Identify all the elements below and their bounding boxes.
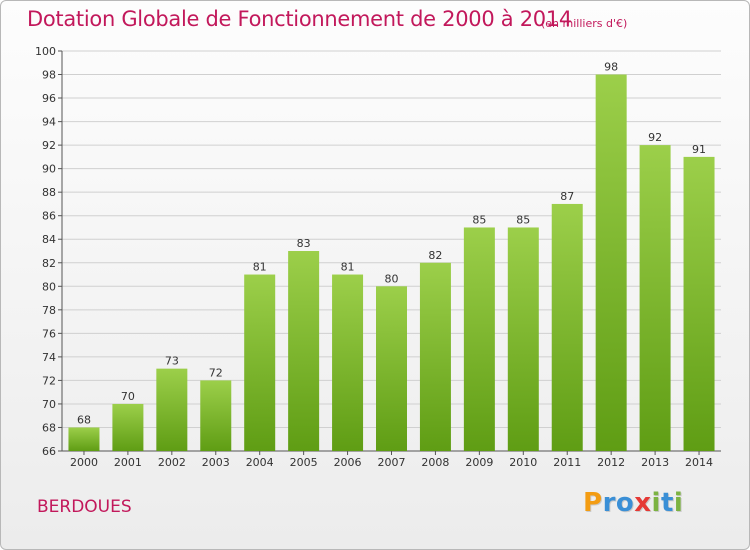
bar-2012	[595, 74, 627, 451]
bars	[68, 74, 715, 451]
bar-2006	[332, 274, 364, 451]
data-label: 70	[121, 390, 135, 403]
y-tick-label: 94	[42, 116, 56, 129]
y-tick-label: 96	[42, 92, 56, 105]
y-tick-label: 68	[42, 421, 56, 434]
x-tick-label: 2007	[378, 456, 406, 469]
x-tick-label: 2014	[685, 456, 713, 469]
bar-2008	[419, 262, 451, 451]
y-tick-label: 84	[42, 233, 56, 246]
y-tick-label: 80	[42, 280, 56, 293]
x-tick-label: 2005	[290, 456, 318, 469]
x-tick-label: 2011	[553, 456, 581, 469]
data-label: 82	[428, 249, 442, 262]
bar-2010	[507, 227, 539, 451]
y-tick-label: 70	[42, 398, 56, 411]
y-tick-label: 90	[42, 163, 56, 176]
x-tick-label: 2013	[641, 456, 669, 469]
y-tick-label: 72	[42, 374, 56, 387]
bar-2013	[639, 145, 671, 451]
x-tick-label: 2002	[158, 456, 186, 469]
logo-letter: o	[615, 488, 635, 518]
data-label: 91	[692, 143, 706, 156]
y-tick-label: 82	[42, 257, 56, 270]
data-label: 87	[560, 190, 574, 203]
bar-2004	[244, 274, 276, 451]
x-tick-label: 2008	[421, 456, 449, 469]
y-tick-label: 88	[42, 186, 56, 199]
data-label: 68	[77, 413, 91, 426]
x-tick-label: 2009	[465, 456, 493, 469]
y-tick-label: 66	[42, 445, 56, 458]
labels: 66 68 70 72 74 76 78 80 82 84 86 88 90 92 94 96 98 100 68 2…	[35, 45, 713, 469]
data-label: 80	[385, 272, 399, 285]
data-label: 73	[165, 355, 179, 368]
y-tick-label: 76	[42, 327, 56, 340]
data-label: 72	[209, 366, 223, 379]
x-tick-label: 2001	[114, 456, 142, 469]
logo-letter: t	[660, 488, 674, 518]
bar-2014	[683, 156, 715, 451]
bar-2000	[68, 427, 100, 451]
x-tick-label: 2000	[70, 456, 98, 469]
x-tick-label: 2003	[202, 456, 230, 469]
data-label: 85	[516, 213, 530, 226]
proxiti-logo[interactable]: Proxiti	[583, 488, 683, 518]
logo-letter: P	[583, 488, 603, 518]
bar-2005	[288, 251, 320, 451]
y-tick-label: 86	[42, 210, 56, 223]
data-label: 85	[472, 213, 486, 226]
x-tick-label: 2012	[597, 456, 625, 469]
y-tick-label: 92	[42, 139, 56, 152]
bar-2001	[112, 403, 144, 451]
bar-2007	[376, 286, 407, 451]
bar-2009	[463, 227, 495, 451]
logo-letter: i	[651, 488, 661, 518]
data-label: 98	[604, 61, 618, 74]
x-tick-label: 2006	[334, 456, 362, 469]
place-name: BERDOUES	[37, 497, 132, 517]
chart-title: Dotation Globale de Fonctionnement de 20…	[27, 7, 572, 31]
logo-letter: x	[634, 488, 652, 518]
logo-letter: r	[602, 488, 616, 518]
data-label: 81	[341, 261, 355, 274]
data-label: 83	[297, 237, 311, 250]
data-label: 92	[648, 131, 662, 144]
data-label: 81	[253, 261, 267, 274]
bar-2003	[200, 380, 232, 451]
y-tick-label: 100	[35, 45, 56, 58]
chart-subtitle: (en milliers d'€)	[541, 17, 628, 30]
x-tick-label: 2010	[509, 456, 537, 469]
y-tick-label: 98	[42, 69, 56, 82]
bar-2002	[156, 368, 188, 451]
bar-2011	[551, 203, 583, 451]
x-tick-label: 2004	[246, 456, 274, 469]
y-tick-label: 74	[42, 351, 56, 364]
y-tick-label: 78	[42, 304, 56, 317]
logo-letter: i	[673, 488, 684, 518]
